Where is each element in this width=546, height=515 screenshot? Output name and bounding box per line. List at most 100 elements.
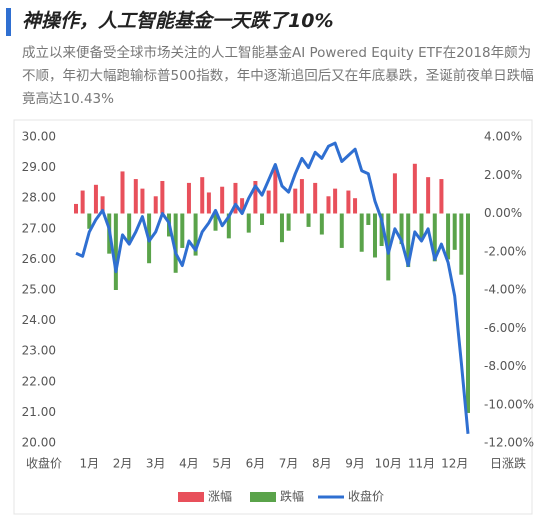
bar bbox=[426, 177, 431, 214]
bar bbox=[100, 196, 105, 214]
bar bbox=[466, 213, 470, 413]
y2-tick-label: -8.00% bbox=[484, 359, 526, 373]
y2-axis-label: 日涨跌 bbox=[490, 456, 526, 471]
bar bbox=[193, 213, 198, 256]
bar bbox=[133, 179, 138, 214]
bar bbox=[233, 182, 238, 214]
y-tick-label: 25.00 bbox=[22, 283, 56, 297]
bar bbox=[246, 213, 251, 233]
bar bbox=[333, 188, 338, 214]
y2-tick-label: -2.00% bbox=[484, 244, 526, 258]
y2-tick-label: -4.00% bbox=[484, 283, 526, 297]
bar bbox=[260, 213, 265, 225]
x-tick-label: 7月 bbox=[279, 457, 299, 471]
x-tick-label: 12月 bbox=[441, 457, 468, 471]
y2-tick-label: 2.00% bbox=[484, 168, 522, 182]
x-tick-label: 5月 bbox=[212, 457, 232, 471]
bar bbox=[279, 213, 284, 243]
x-tick-label: 8月 bbox=[312, 457, 332, 471]
bar bbox=[412, 163, 417, 214]
y2-tick-label: -6.00% bbox=[484, 321, 526, 335]
x-tick-label: 4月 bbox=[179, 457, 199, 471]
bar bbox=[339, 213, 344, 248]
bar bbox=[459, 213, 464, 275]
bar bbox=[306, 213, 311, 227]
x-tick-label: 1月 bbox=[79, 457, 99, 471]
chart: 收盘价 日涨跌 20.00 21.00 22.00 23.00 24.00 25.00 26… bbox=[13, 119, 534, 515]
bar bbox=[366, 213, 371, 225]
bar bbox=[220, 186, 225, 214]
bar bbox=[180, 213, 185, 248]
y-tick-label: 23.00 bbox=[22, 344, 56, 358]
bar bbox=[80, 190, 85, 214]
y2-tick-label: -12.00% bbox=[484, 436, 534, 450]
bar bbox=[113, 213, 118, 290]
bar bbox=[286, 213, 291, 231]
bar bbox=[200, 177, 205, 214]
bar bbox=[93, 184, 98, 214]
bar bbox=[293, 188, 298, 214]
y2-tick-label: -10.00% bbox=[484, 397, 534, 411]
chart-frame bbox=[13, 119, 533, 515]
y-tick-label: 24.00 bbox=[22, 313, 56, 327]
y-tick-label: 22.00 bbox=[22, 374, 56, 388]
y-tick-label: 29.00 bbox=[22, 160, 56, 174]
bar bbox=[273, 167, 278, 214]
accent-bar bbox=[6, 8, 11, 36]
bar bbox=[253, 180, 258, 214]
bar bbox=[87, 213, 92, 229]
y-tick-label: 27.00 bbox=[22, 221, 56, 235]
x-tick-label: 11月 bbox=[408, 457, 435, 471]
x-tick-label: 9月 bbox=[345, 457, 365, 471]
bar bbox=[379, 213, 384, 247]
bar bbox=[432, 213, 437, 262]
bar bbox=[406, 213, 411, 268]
y-tick-label: 26.00 bbox=[22, 252, 56, 266]
x-tick-label: 10月 bbox=[375, 457, 402, 471]
x-tick-label: 2月 bbox=[113, 457, 133, 471]
bar bbox=[313, 182, 318, 214]
bar bbox=[372, 213, 377, 258]
bar bbox=[452, 213, 457, 250]
bar bbox=[240, 198, 245, 214]
bar bbox=[74, 203, 78, 214]
bar bbox=[186, 182, 191, 214]
bar bbox=[439, 179, 444, 214]
bar bbox=[399, 213, 404, 245]
bar bbox=[266, 190, 271, 214]
chart-title: 神操作，人工智能基金一天跌了10% bbox=[22, 10, 334, 32]
y2-tick-label: 0.00% bbox=[484, 206, 522, 220]
x-tick-label: 3月 bbox=[146, 457, 166, 471]
legend-label: 涨幅 bbox=[208, 489, 232, 504]
bar bbox=[153, 196, 158, 214]
bar bbox=[359, 213, 364, 252]
bar bbox=[140, 188, 145, 214]
legend-label: 收盘价 bbox=[348, 489, 384, 504]
x-tick-label: 6月 bbox=[246, 457, 266, 471]
bar bbox=[346, 190, 351, 214]
header: 神操作，人工智能基金一天跌了10% 成立以来便备受全球市场关注的人工智能基金AI… bbox=[0, 0, 546, 118]
bar bbox=[226, 213, 231, 239]
line bbox=[75, 141, 470, 434]
y2-tick-label: 4.00% bbox=[484, 130, 522, 144]
y-tick-label: 28.00 bbox=[22, 191, 56, 205]
chart-subtitle: 成立以来便备受全球市场关注的人工智能基金AI Powered Equity ET… bbox=[22, 45, 534, 107]
bar bbox=[326, 196, 331, 214]
legend-swatch bbox=[178, 492, 204, 502]
bar bbox=[173, 213, 178, 273]
bar bbox=[206, 192, 211, 214]
y-tick-label: 20.00 bbox=[22, 436, 56, 450]
bar bbox=[419, 213, 424, 241]
y-axis-label: 收盘价 bbox=[26, 456, 62, 471]
y-tick-label: 30.00 bbox=[22, 130, 56, 144]
legend-label: 跌幅 bbox=[280, 489, 304, 504]
bar bbox=[160, 180, 165, 214]
bar bbox=[213, 213, 218, 231]
legend-swatch bbox=[250, 492, 276, 502]
bar bbox=[299, 179, 304, 214]
bar bbox=[392, 173, 397, 214]
y-tick-label: 21.00 bbox=[22, 405, 56, 419]
bar bbox=[120, 171, 125, 214]
bar bbox=[353, 198, 358, 214]
